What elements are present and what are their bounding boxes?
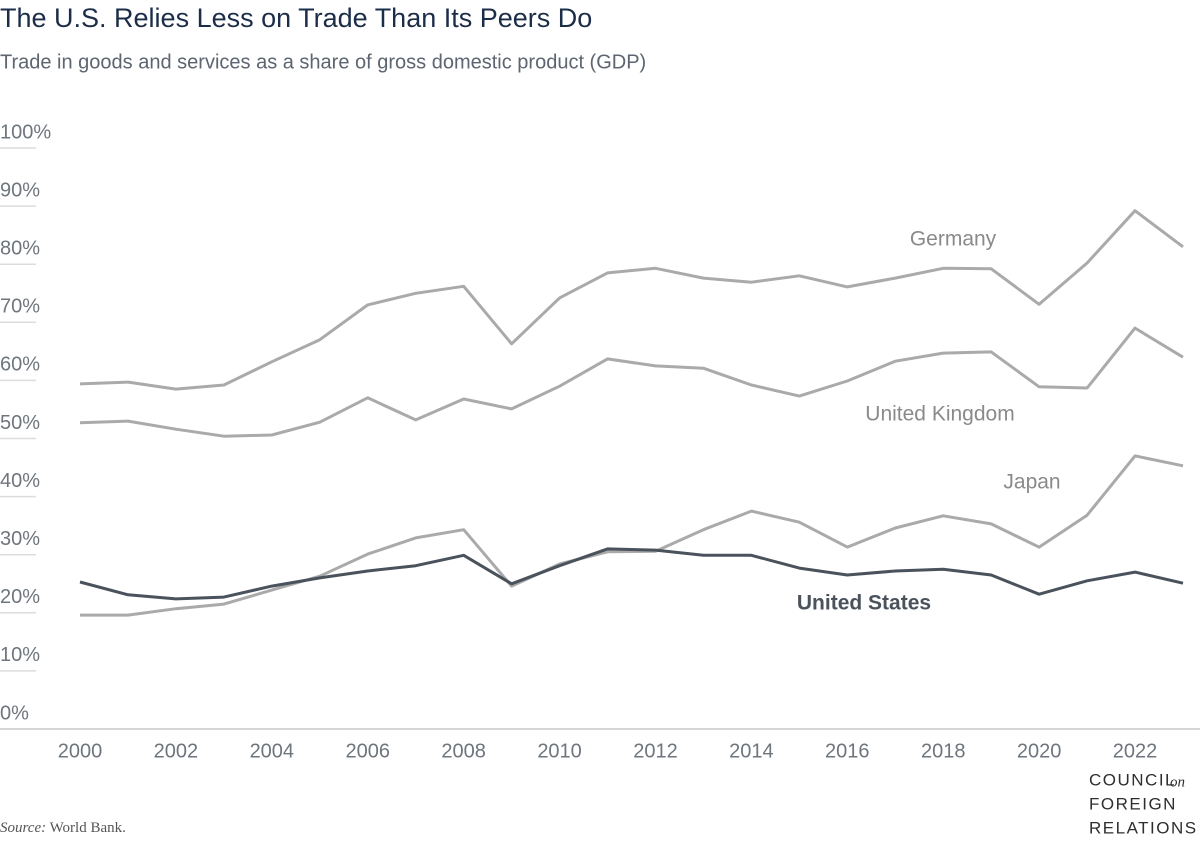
source-label: Source:	[0, 820, 46, 836]
logo-line: FOREIGN	[1089, 794, 1177, 813]
x-tick-label: 2022	[1113, 740, 1158, 762]
y-tick-label: 70%	[0, 296, 40, 318]
logo-line: on	[1170, 774, 1185, 790]
y-tick-label: 40%	[0, 470, 40, 492]
x-tick-label: 2018	[921, 740, 966, 762]
series-label: United Kingdom	[865, 403, 1014, 426]
y-tick-label: 0%	[0, 702, 29, 724]
y-tick-label: 100%	[0, 121, 51, 143]
x-tick-label: 2014	[729, 740, 774, 762]
logo-line: COUNCIL	[1089, 770, 1176, 789]
series-line	[80, 454, 1184, 617]
y-tick-label: 60%	[0, 354, 40, 376]
y-tick-label: 90%	[0, 179, 40, 201]
x-tick-label: 2010	[537, 740, 582, 762]
series-line	[79, 547, 1184, 601]
x-tick-label: 2008	[441, 740, 486, 762]
source-text: World Bank.	[50, 820, 126, 836]
logo-line: RELATIONS	[1089, 818, 1198, 837]
chart-title: The U.S. Relies Less on Trade Than Its P…	[0, 3, 592, 33]
x-tick-label: 2000	[58, 740, 103, 762]
x-tick-label: 2016	[825, 740, 870, 762]
series-label: United States	[797, 592, 931, 615]
series-line	[79, 209, 1184, 391]
y-tick-label: 80%	[0, 237, 40, 259]
x-tick-label: 2006	[345, 740, 390, 762]
series-line	[79, 326, 1184, 438]
y-tick-label: 10%	[0, 644, 40, 666]
series-label: Japan	[1003, 471, 1060, 494]
source: Source: World Bank.	[0, 820, 126, 836]
y-tick-label: 20%	[0, 586, 40, 608]
x-tick-label: 2004	[250, 740, 295, 762]
series-label: Germany	[910, 228, 997, 251]
x-tick-label: 2012	[633, 740, 678, 762]
x-tick-label: 2002	[154, 740, 199, 762]
y-tick-label: 30%	[0, 528, 40, 550]
chart-subtitle: Trade in goods and services as a share o…	[0, 51, 646, 73]
y-tick-label: 50%	[0, 412, 40, 434]
x-tick-label: 2020	[1017, 740, 1062, 762]
